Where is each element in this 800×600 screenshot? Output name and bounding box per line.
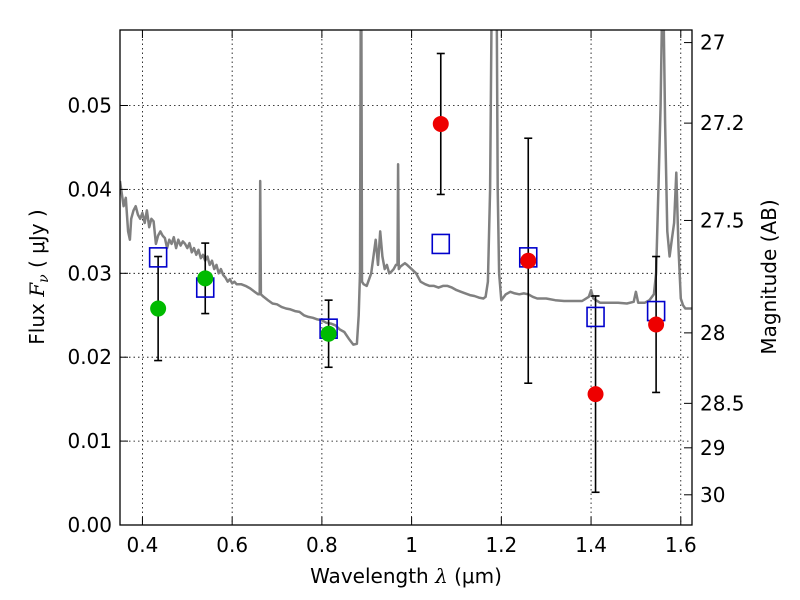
plot-background: [120, 30, 692, 525]
y-axis-label: Flux Fν ( μJy ): [25, 209, 52, 344]
y2-axis-label: Magnitude (AB): [757, 199, 781, 354]
x-tick-label: 1: [405, 533, 418, 557]
y-tick-label: 0.00: [67, 513, 112, 537]
red-data-point: [432, 115, 449, 132]
x-tick-label: 0.6: [216, 533, 248, 557]
green-data-point: [197, 270, 214, 287]
y-tick-label: 0.03: [67, 261, 112, 285]
ticks: 0.4 0.6 0.8 1 1.2 1.4 1.6 0.00 0.01 0.02 0.03 0.04 0…: [67, 30, 745, 557]
data-marks: [148, 52, 666, 494]
green-data-point: [150, 300, 167, 317]
x-tick-label: 1.2: [485, 533, 517, 557]
model-spectrum-layer: [120, 30, 692, 346]
model-spectrum-line: [120, 30, 692, 346]
y-tick-label: 0.02: [67, 345, 112, 369]
model-photometry-square: [586, 306, 605, 328]
x-axis-label: Wavelength λ (μm): [310, 564, 502, 588]
plot-frame: [119, 29, 693, 526]
y2-tick-label: 27: [700, 31, 725, 55]
y2-tick-label: 28.5: [700, 391, 745, 415]
red-data-point: [648, 316, 665, 333]
y-tick-label: 0.01: [67, 429, 112, 453]
y2-tick-label: 30: [700, 483, 725, 507]
x-tick-label: 1.4: [575, 533, 607, 557]
y2-tick-label: 27.2: [700, 111, 745, 135]
y-tick-label: 0.04: [67, 177, 112, 201]
x-tick-label: 1.6: [665, 533, 697, 557]
model-photometry-square: [148, 247, 168, 268]
y2-tick-label: 27.5: [700, 208, 745, 232]
y2-tick-label: 28: [700, 321, 725, 345]
red-data-point: [520, 252, 537, 269]
y2-tick-label: 29: [700, 436, 725, 460]
model-photometry-square: [431, 233, 451, 255]
x-tick-label: 0.8: [306, 533, 338, 557]
green-data-point: [320, 325, 337, 342]
x-tick-label: 0.4: [127, 533, 159, 557]
y-tick-label: 0.05: [67, 94, 112, 118]
red-data-point: [587, 386, 604, 403]
